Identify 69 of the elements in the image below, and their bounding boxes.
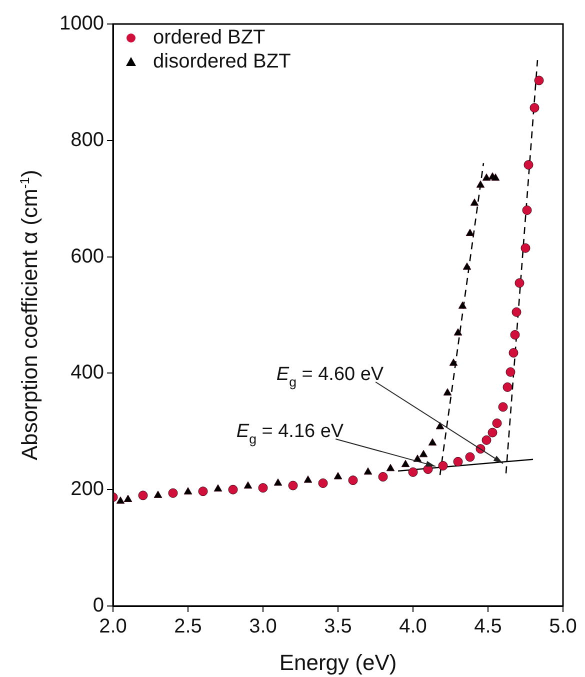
point (348, 476, 358, 486)
point (453, 456, 463, 466)
point (482, 435, 492, 445)
point (476, 180, 485, 188)
point (436, 422, 444, 430)
point (482, 173, 491, 181)
x-tick-label: 4.0 (399, 616, 427, 638)
point (198, 486, 208, 496)
point (168, 488, 178, 498)
x-tick-label: 2.0 (99, 616, 127, 638)
point (534, 76, 544, 86)
point (386, 464, 395, 472)
point (138, 490, 148, 500)
point (438, 460, 448, 470)
point (124, 494, 132, 502)
x-tick-label: 5.0 (549, 616, 577, 638)
x-tick-label: 4.5 (474, 616, 502, 638)
point (378, 472, 388, 482)
x-axis-title: Energy (eV) (279, 650, 397, 675)
y-tick-label: 200 (70, 478, 104, 500)
point (492, 418, 502, 428)
point (454, 328, 462, 336)
point (530, 103, 540, 113)
point (466, 228, 474, 236)
point (318, 478, 328, 488)
y-tick-label: 400 (70, 362, 104, 384)
point (428, 438, 437, 446)
point (334, 472, 342, 480)
point (488, 428, 498, 438)
y-tick-label: 0 (92, 594, 104, 617)
point (510, 330, 520, 340)
point (512, 307, 522, 317)
point (214, 484, 222, 492)
y-tick-label: 600 (70, 245, 104, 268)
point (470, 198, 479, 206)
point (364, 467, 372, 475)
point (288, 480, 298, 490)
point (408, 467, 418, 477)
point (458, 302, 467, 309)
point (419, 450, 428, 458)
legend-label: disordered BZT (153, 50, 291, 73)
point (498, 402, 508, 412)
point (401, 460, 410, 468)
point (184, 487, 192, 494)
x-tick-label: 3.5 (324, 616, 352, 638)
point (522, 205, 532, 215)
point (502, 382, 512, 392)
point (514, 278, 524, 288)
point (491, 173, 500, 181)
point (524, 160, 534, 170)
point (304, 476, 312, 483)
point (506, 367, 516, 377)
point (520, 243, 530, 253)
point (465, 452, 475, 462)
point (258, 483, 268, 493)
point (449, 358, 458, 366)
point (154, 490, 162, 498)
point (443, 388, 452, 396)
x-tick-label: 3.0 (249, 616, 277, 638)
point (462, 262, 472, 270)
y-tick-label: 1000 (60, 12, 104, 35)
point (244, 481, 252, 489)
legend-label: ordered BZT (153, 26, 266, 49)
point (508, 348, 518, 358)
point (228, 484, 238, 494)
point (274, 478, 282, 486)
y-tick-label: 800 (70, 128, 104, 151)
point (116, 496, 125, 504)
x-tick-label: 2.5 (174, 616, 202, 638)
